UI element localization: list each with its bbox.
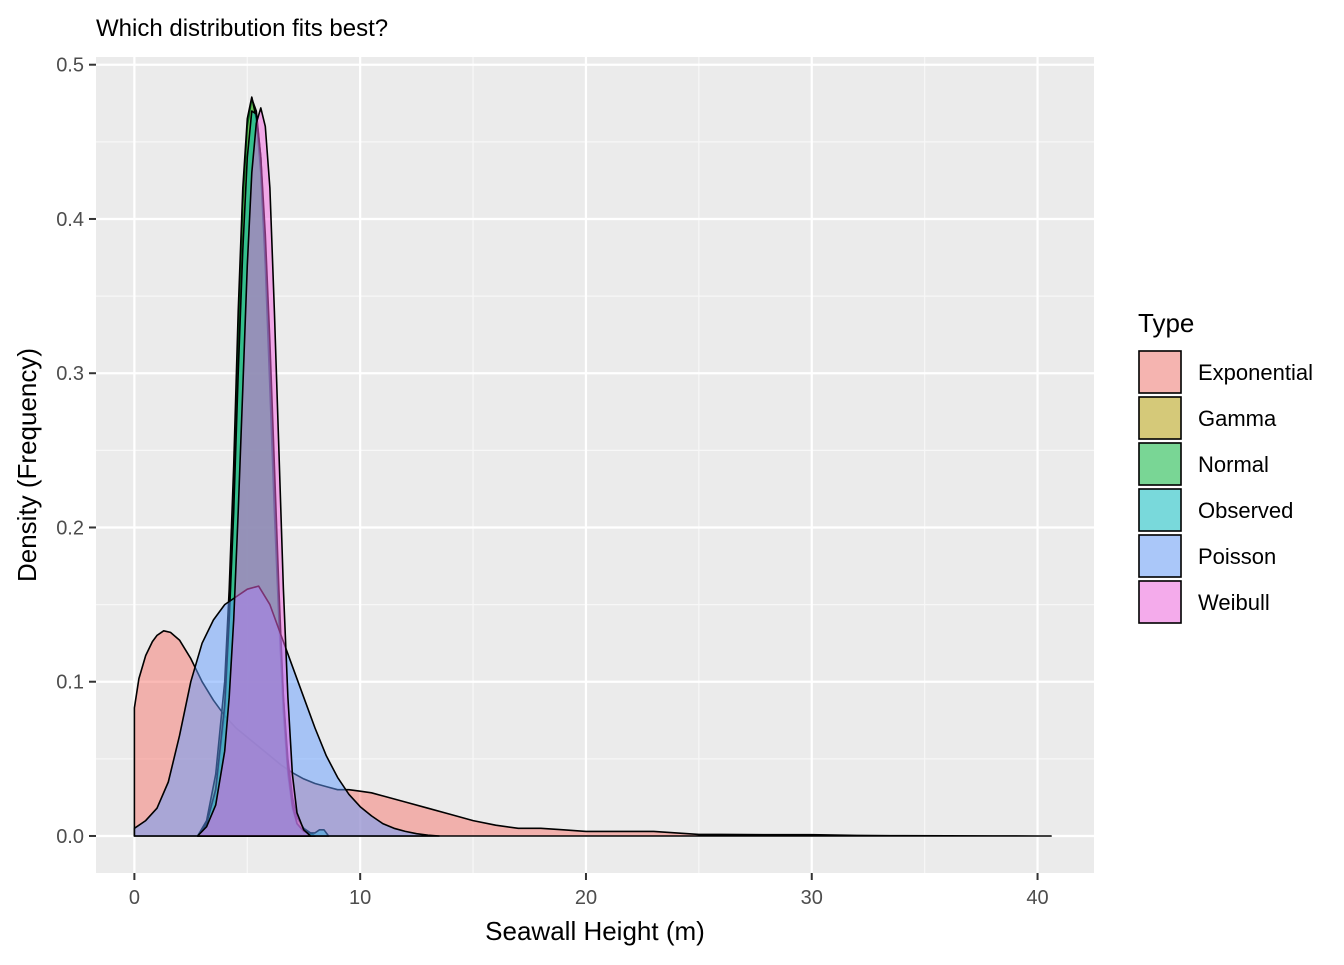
x-tick-label: 0 (129, 887, 140, 909)
x-axis-label: Seawall Height (m) (485, 916, 705, 946)
y-axis: 0.0 0.1 0.2 0.3 0.4 0.5 (56, 55, 96, 848)
x-tick-label: 40 (1026, 887, 1048, 909)
legend-label-weibull: Weibull (1198, 590, 1270, 615)
density-area-weibull (196, 107, 312, 837)
x-tick-label: 10 (349, 887, 371, 909)
y-axis-label: Density (Frequency) (12, 348, 42, 582)
legend-key-poisson (1138, 534, 1182, 578)
legend-key-normal (1138, 442, 1182, 486)
y-tick-label: 0.2 (56, 517, 84, 539)
legend-label-normal: Normal (1198, 452, 1269, 477)
legend-label-observed: Observed (1198, 498, 1293, 523)
legend: Type Exponential Gamma Normal Observed Poiss… (1138, 308, 1313, 624)
series-layer (133, 96, 1052, 837)
y-tick-label: 0.5 (56, 55, 84, 77)
legend-key-gamma (1138, 396, 1182, 440)
y-tick-label: 0.0 (56, 826, 84, 848)
legend-label-poisson: Poisson (1198, 544, 1276, 569)
y-tick-label: 0.3 (56, 363, 84, 385)
legend-key-observed (1138, 488, 1182, 532)
y-tick-label: 0.1 (56, 672, 84, 694)
legend-title: Type (1138, 308, 1194, 338)
legend-key-weibull (1138, 580, 1182, 624)
x-tick-label: 20 (575, 887, 597, 909)
legend-key-exponential (1138, 350, 1182, 394)
y-tick-label: 0.4 (56, 209, 84, 231)
x-axis: 0 10 20 30 40 (129, 873, 1049, 909)
legend-label-gamma: Gamma (1198, 406, 1277, 431)
legend-label-exponential: Exponential (1198, 360, 1313, 385)
x-tick-label: 30 (801, 887, 823, 909)
chart-title: Which distribution fits best? (96, 15, 388, 42)
